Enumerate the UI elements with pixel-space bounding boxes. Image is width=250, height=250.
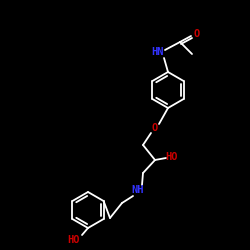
Text: HO: HO — [166, 152, 178, 162]
Text: NH: NH — [132, 185, 144, 195]
Text: O: O — [152, 123, 158, 133]
Text: HN: HN — [151, 47, 163, 57]
Text: O: O — [194, 29, 200, 39]
Text: HO: HO — [68, 235, 80, 245]
